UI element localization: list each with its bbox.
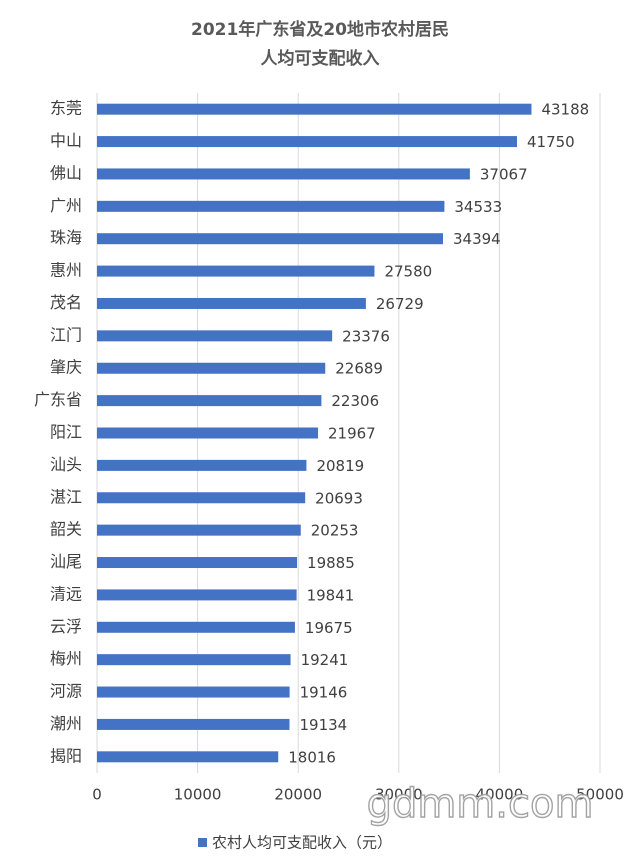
y-tick-label: 广州 — [50, 196, 82, 215]
bar — [97, 621, 295, 633]
value-label: 19675 — [305, 619, 353, 637]
y-tick-label: 肇庆 — [50, 358, 82, 377]
bar — [97, 395, 322, 407]
bar — [97, 297, 366, 309]
value-label: 19241 — [301, 651, 349, 669]
legend-label: 农村人均可支配收入（元） — [212, 834, 392, 852]
y-tick-label: 汕头 — [50, 455, 82, 474]
bar — [97, 589, 297, 601]
bar — [97, 654, 291, 666]
value-label: 20253 — [311, 522, 359, 540]
value-label: 23376 — [342, 327, 390, 345]
watermark: gdmm.com — [367, 781, 594, 827]
value-label: 20819 — [316, 457, 364, 475]
bar — [97, 233, 444, 245]
y-tick-label: 河源 — [50, 682, 82, 701]
value-label: 41750 — [527, 133, 575, 151]
bar — [97, 362, 326, 374]
bar — [97, 686, 290, 698]
value-label: 34533 — [454, 198, 502, 216]
value-label: 21967 — [328, 425, 376, 443]
bar — [97, 200, 445, 212]
value-label: 22689 — [335, 360, 383, 378]
bar — [97, 459, 307, 471]
x-tick-label: 40000 — [476, 786, 524, 804]
y-tick-label: 阳江 — [50, 423, 82, 442]
bar — [97, 136, 518, 148]
bar — [97, 330, 333, 342]
x-tick-label: 30000 — [375, 786, 423, 804]
bar — [97, 427, 318, 439]
bar — [97, 524, 301, 536]
y-tick-label: 云浮 — [50, 617, 82, 636]
value-label: 18016 — [288, 748, 336, 766]
value-label: 43188 — [541, 101, 589, 119]
bar — [97, 492, 306, 504]
y-tick-label: 惠州 — [50, 261, 82, 280]
value-label: 26729 — [376, 295, 424, 313]
chart-title: 2021年广东省及20地市农村居民 — [191, 19, 449, 40]
bar — [97, 265, 375, 277]
value-label: 37067 — [480, 165, 528, 183]
x-tick-label: 0 — [92, 786, 102, 804]
bar — [97, 168, 470, 180]
y-tick-label: 韶关 — [50, 520, 82, 539]
y-tick-label: 佛山 — [50, 163, 82, 182]
y-tick-label: 江门 — [50, 325, 82, 344]
y-tick-label: 茂名 — [50, 293, 82, 312]
y-tick-label: 梅州 — [50, 649, 82, 668]
x-tick-label: 10000 — [174, 786, 222, 804]
value-label: 19841 — [307, 586, 355, 604]
y-tick-label: 清远 — [50, 584, 82, 603]
legend-swatch — [198, 838, 207, 847]
y-tick-label: 东莞 — [50, 99, 82, 118]
x-tick-label: 20000 — [274, 786, 322, 804]
y-tick-label: 潮州 — [50, 714, 82, 733]
bar — [97, 751, 279, 763]
value-label: 27580 — [384, 263, 432, 281]
y-tick-label: 湛江 — [50, 487, 82, 506]
y-tick-label: 珠海 — [50, 228, 82, 247]
y-tick-label: 广东省 — [34, 390, 82, 409]
chart-title: 人均可支配收入 — [261, 48, 380, 69]
value-label: 20693 — [315, 489, 363, 507]
bar — [97, 557, 298, 569]
value-label: 19146 — [300, 684, 348, 702]
y-tick-label: 中山 — [50, 131, 82, 150]
value-label: 22306 — [331, 392, 379, 410]
y-tick-label: 揭阳 — [50, 746, 82, 765]
value-label: 19134 — [299, 716, 347, 734]
value-label: 34394 — [453, 230, 501, 248]
x-tick-label: 50000 — [576, 786, 624, 804]
bar — [97, 103, 532, 115]
y-tick-label: 汕尾 — [50, 552, 82, 571]
value-label: 19885 — [307, 554, 355, 572]
bar — [97, 718, 290, 730]
